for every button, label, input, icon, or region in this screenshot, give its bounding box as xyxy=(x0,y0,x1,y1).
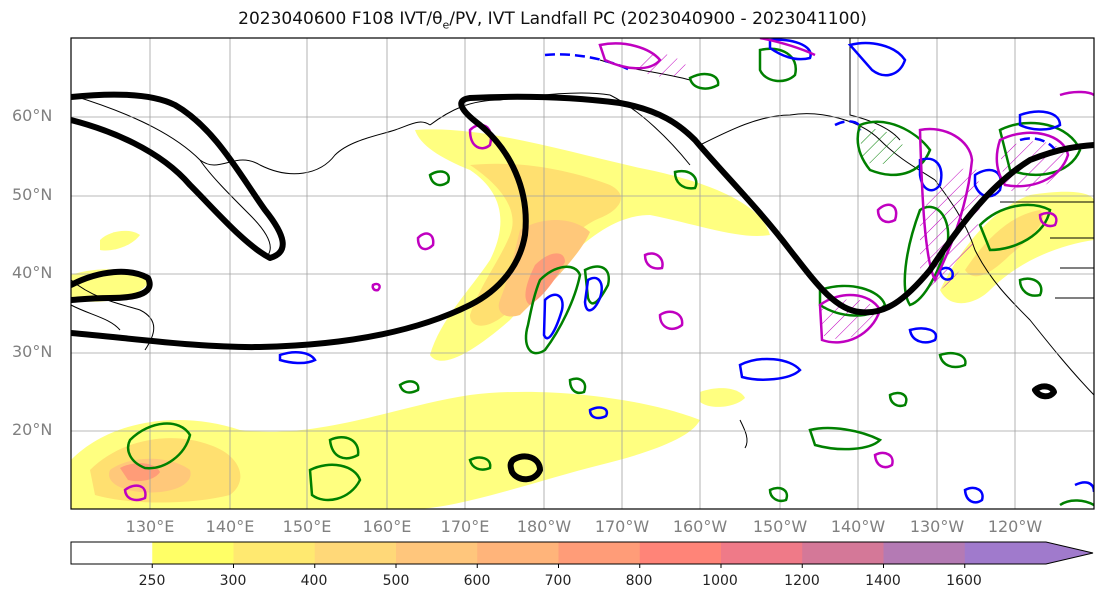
lat-label-40n: 40°N xyxy=(12,263,53,282)
colorbar-label-1200: 1200 xyxy=(784,573,820,589)
colorbar-label-1600: 1600 xyxy=(946,573,982,589)
lat-label-30n: 30°N xyxy=(12,342,53,361)
theta-e-pv-contours xyxy=(71,91,1094,483)
coastlines xyxy=(71,59,1094,449)
colorbar-segment xyxy=(558,542,641,564)
ivt-shading xyxy=(71,129,1094,509)
lon-label-150w: 150°W xyxy=(752,517,808,536)
graticule xyxy=(71,38,1094,509)
lat-label-20n: 20°N xyxy=(12,420,53,439)
colorbar-label-400: 400 xyxy=(300,573,328,589)
colorbar-label-250: 250 xyxy=(138,573,166,589)
lon-label-130w: 130°W xyxy=(909,517,965,536)
colorbar-segment xyxy=(152,542,234,564)
colorbar-segment xyxy=(71,542,153,564)
lon-label-130e: 130°E xyxy=(125,517,175,536)
colorbar-extend-arrow xyxy=(964,542,1093,564)
colorbar-ticks xyxy=(151,564,966,568)
colorbar-segment xyxy=(721,542,803,564)
colorbar-label-800: 800 xyxy=(625,573,653,589)
lon-label-120w: 120°W xyxy=(987,517,1043,536)
political-borders xyxy=(849,38,1094,299)
colorbar-segment xyxy=(396,542,478,564)
colorbar-label-700: 700 xyxy=(544,573,572,589)
lat-label-50n: 50°N xyxy=(12,185,53,204)
colorbar-segment xyxy=(639,542,722,564)
colorbar-segment xyxy=(233,542,316,564)
colorbar-segment xyxy=(477,542,559,564)
lon-label-180w: 180°W xyxy=(516,517,572,536)
colorbar-label-500: 500 xyxy=(382,573,410,589)
colorbar-outline xyxy=(70,541,1094,565)
colorbar-segment xyxy=(883,542,966,564)
lon-label-170w: 170°W xyxy=(594,517,650,536)
lon-label-140e: 140°E xyxy=(205,517,255,536)
colorbar-segment xyxy=(802,542,884,564)
map-frame xyxy=(70,37,1095,510)
lon-label-140w: 140°W xyxy=(830,517,886,536)
lon-label-150e: 150°E xyxy=(282,517,332,536)
colorbar-label-1000: 1000 xyxy=(702,573,738,589)
lat-label-60n: 60°N xyxy=(12,106,53,125)
colorbar-label-300: 300 xyxy=(219,573,247,589)
map-title: 2023040600 F108 IVT/θe/PV, IVT Landfall … xyxy=(238,9,867,32)
colorbar-label-600: 600 xyxy=(463,573,491,589)
lon-label-170e: 170°E xyxy=(440,517,490,536)
colorbar-label-1400: 1400 xyxy=(865,573,901,589)
colorbar-segment xyxy=(314,542,397,564)
colorbar-segments xyxy=(71,542,1093,564)
green-contours xyxy=(126,47,1094,507)
lon-label-160w: 160°W xyxy=(672,517,728,536)
lon-label-160e: 160°E xyxy=(362,517,412,536)
